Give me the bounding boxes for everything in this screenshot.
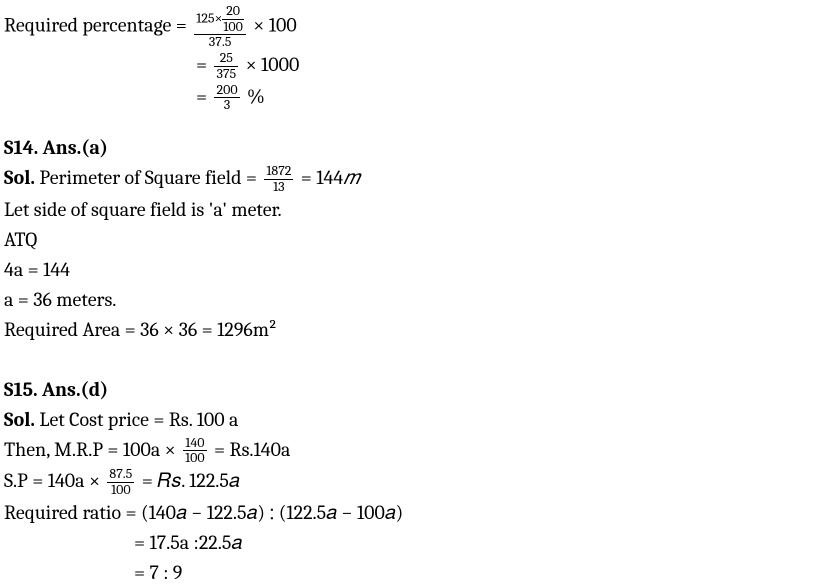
s14-line1: Sol. Perimeter of Square field = 187213 … — [4, 163, 828, 195]
s14-line5: a = 36 meters. — [4, 285, 828, 315]
solution-15: S15. Ans.(d) Sol. Let Cost price = Rs. 1… — [4, 375, 828, 588]
frac-mrp: 140100 — [183, 436, 207, 466]
frac-inner: 20100 — [222, 4, 244, 34]
sol-label: Sol. — [4, 166, 35, 189]
frac-main-1: 125×2010037.5 — [194, 4, 246, 50]
percentage-label: Required percentage = — [4, 14, 191, 37]
s15-line6: = 7 : 9 — [4, 558, 828, 588]
s14-line3: ATQ — [4, 225, 828, 255]
s14-line4: 4a = 144 — [4, 255, 828, 285]
s15-line3: S.P = 140a × 87.5100 = 𝑅𝑠. 122.5𝑎 — [4, 466, 828, 498]
s14-heading: S14. Ans.(a) — [4, 133, 828, 163]
frac-perimeter: 187213 — [264, 164, 293, 194]
times-100: × 100 — [249, 14, 297, 37]
solution-13: Required percentage = 125×2010037.5 × 10… — [4, 4, 828, 113]
s15-line2: Then, M.R.P = 100a × 140100 = Rs.140a — [4, 435, 828, 467]
solution-14: S14. Ans.(a) Sol. Perimeter of Square fi… — [4, 133, 828, 345]
frac-3: 2003 — [214, 83, 239, 113]
s14-line2: Let side of square field is 'a' meter. — [4, 195, 828, 225]
frac-sp: 87.5100 — [107, 467, 134, 497]
frac-2: 25375 — [214, 51, 238, 81]
s13-line3: = 2003 % — [4, 82, 828, 114]
sol-label-15: Sol. — [4, 408, 35, 431]
s15-line1: Sol. Let Cost price = Rs. 100 a — [4, 405, 828, 435]
s15-line5: = 17.5a :22.5𝑎 — [4, 528, 828, 558]
s13-line1: Required percentage = 125×2010037.5 × 10… — [4, 4, 828, 50]
s15-heading: S15. Ans.(d) — [4, 375, 828, 405]
s14-line6: Required Area = 36 × 36 = 1296m² — [4, 315, 828, 345]
s15-line4: Required ratio = (140𝑎 − 122.5𝑎) ∶ (122.… — [4, 498, 828, 528]
s13-line2: = 25375 × 1000 — [4, 50, 828, 82]
